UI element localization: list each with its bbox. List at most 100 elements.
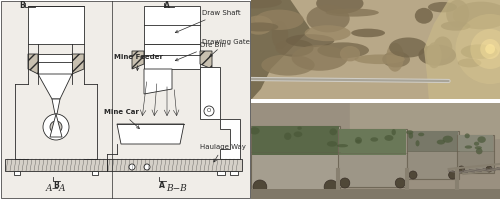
Text: Mine Car: Mine Car — [104, 109, 140, 129]
Bar — [251, 103, 500, 199]
Ellipse shape — [464, 133, 470, 138]
Polygon shape — [72, 54, 84, 74]
Ellipse shape — [306, 5, 350, 32]
Ellipse shape — [441, 21, 470, 31]
Circle shape — [204, 106, 214, 116]
Circle shape — [470, 29, 500, 69]
Bar — [107, 159, 242, 171]
Ellipse shape — [474, 142, 479, 146]
Bar — [217, 171, 225, 175]
Bar — [408, 131, 458, 152]
Ellipse shape — [476, 148, 482, 154]
Bar — [200, 67, 220, 119]
Text: O: O — [207, 108, 211, 113]
Ellipse shape — [336, 144, 348, 147]
Text: B: B — [19, 1, 25, 10]
Ellipse shape — [415, 8, 433, 24]
Text: A−A: A−A — [46, 184, 66, 193]
Ellipse shape — [436, 140, 445, 144]
Ellipse shape — [318, 42, 369, 58]
Polygon shape — [52, 99, 60, 114]
Text: Drawing Gate: Drawing Gate — [202, 39, 250, 57]
Ellipse shape — [433, 36, 452, 60]
Ellipse shape — [354, 55, 405, 64]
Polygon shape — [350, 103, 500, 149]
Bar — [28, 6, 84, 44]
Ellipse shape — [392, 129, 396, 135]
Bar — [251, 126, 340, 191]
Bar — [456, 135, 494, 173]
Ellipse shape — [446, 0, 469, 27]
Ellipse shape — [461, 44, 498, 59]
Ellipse shape — [244, 16, 273, 35]
Text: Draw Shaft: Draw Shaft — [176, 10, 240, 33]
Polygon shape — [50, 114, 62, 137]
Bar — [407, 131, 459, 179]
Bar — [339, 129, 406, 155]
Ellipse shape — [442, 136, 453, 143]
Ellipse shape — [230, 0, 282, 8]
Bar — [251, 189, 500, 199]
Ellipse shape — [458, 58, 481, 67]
Text: B−B: B−B — [166, 184, 188, 193]
Ellipse shape — [356, 139, 361, 143]
Ellipse shape — [250, 127, 260, 135]
Ellipse shape — [474, 146, 482, 149]
Polygon shape — [28, 54, 38, 74]
Ellipse shape — [272, 21, 288, 49]
Bar — [230, 171, 238, 175]
Circle shape — [43, 114, 69, 140]
Circle shape — [456, 14, 500, 84]
Circle shape — [486, 166, 492, 172]
Bar — [5, 159, 107, 171]
Bar — [144, 6, 200, 44]
Ellipse shape — [276, 39, 314, 57]
Ellipse shape — [478, 136, 486, 143]
Circle shape — [253, 180, 267, 194]
Ellipse shape — [326, 9, 379, 17]
Polygon shape — [200, 51, 212, 69]
Polygon shape — [132, 51, 144, 69]
Ellipse shape — [408, 133, 413, 139]
Ellipse shape — [389, 37, 427, 58]
Polygon shape — [144, 69, 172, 94]
Bar — [14, 171, 20, 175]
Ellipse shape — [241, 22, 279, 31]
Polygon shape — [38, 74, 72, 99]
Bar — [251, 0, 500, 100]
Ellipse shape — [351, 29, 385, 37]
Text: A: A — [159, 181, 165, 190]
Polygon shape — [251, 0, 310, 100]
Ellipse shape — [418, 45, 456, 66]
Ellipse shape — [370, 137, 378, 142]
Circle shape — [129, 164, 135, 170]
Ellipse shape — [406, 130, 413, 135]
Bar — [251, 99, 500, 104]
Ellipse shape — [294, 131, 302, 137]
Bar — [144, 44, 200, 69]
Ellipse shape — [286, 34, 335, 47]
Ellipse shape — [262, 54, 314, 76]
Ellipse shape — [452, 2, 500, 29]
Bar — [252, 126, 339, 155]
Ellipse shape — [418, 133, 424, 136]
Text: Haulage Way: Haulage Way — [200, 144, 246, 162]
Ellipse shape — [386, 43, 404, 72]
Circle shape — [396, 178, 405, 188]
Text: Ore Bin: Ore Bin — [176, 42, 226, 61]
Circle shape — [480, 39, 500, 59]
Bar — [338, 129, 407, 187]
Ellipse shape — [330, 128, 337, 135]
Ellipse shape — [292, 45, 348, 71]
Bar — [458, 135, 493, 152]
Circle shape — [144, 164, 150, 170]
Circle shape — [448, 171, 456, 179]
Text: A: A — [164, 1, 170, 10]
Ellipse shape — [316, 0, 364, 14]
Circle shape — [50, 121, 62, 133]
Circle shape — [409, 171, 417, 179]
Bar — [38, 54, 72, 74]
Ellipse shape — [416, 140, 420, 146]
Ellipse shape — [298, 126, 302, 130]
Ellipse shape — [255, 10, 304, 30]
